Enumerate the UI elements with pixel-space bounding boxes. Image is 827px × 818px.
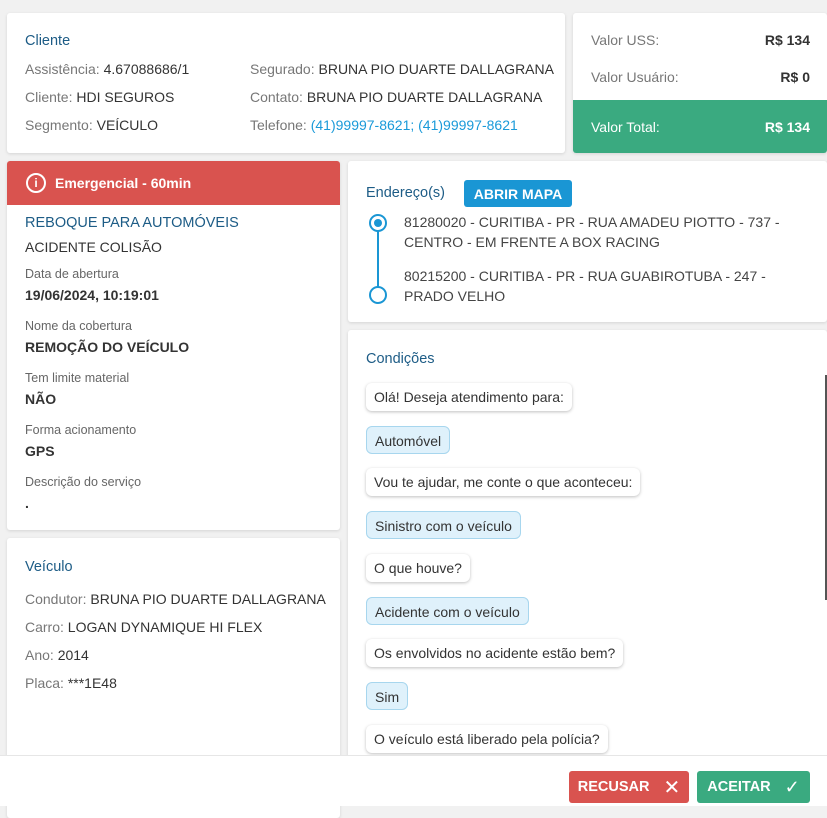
cliente-title: Cliente xyxy=(25,33,71,49)
aceitar-button[interactable]: ACEITAR ✓ xyxy=(697,771,810,803)
servico-tipo: REBOQUE PARA AUTOMÓVEIS xyxy=(25,215,239,231)
telefone-link[interactable]: (41)99997-8621; (41)99997-8621 xyxy=(310,117,518,133)
route-line xyxy=(377,223,379,293)
ano: Ano: 2014 xyxy=(25,647,89,663)
field-label: Nome da cobertura xyxy=(25,319,133,333)
field-value: NÃO xyxy=(25,391,57,407)
valor-usuario: R$ 0 xyxy=(780,69,810,85)
bot-message: Olá! Deseja atendimento para: xyxy=(366,383,572,411)
servico-motivo: ACIDENTE COLISÃO xyxy=(25,239,162,255)
recusar-button[interactable]: RECUSAR ✕ xyxy=(569,771,689,803)
segurado: Segurado: BRUNA PIO DUARTE DALLAGRANA xyxy=(250,61,554,77)
valor-usuario-label: Valor Usuário: xyxy=(591,69,679,85)
user-reply: Sinistro com o veículo xyxy=(366,511,521,540)
field-value: GPS xyxy=(25,443,55,459)
field-value: REMOÇÃO DO VEÍCULO xyxy=(25,339,190,355)
scrollbar[interactable] xyxy=(825,375,827,600)
condicoes-title: Condições xyxy=(366,351,435,367)
user-reply: Automóvel xyxy=(366,425,451,454)
telefone: Telefone: (41)99997-8621; (41)99997-8621 xyxy=(250,117,518,133)
check-icon: ✓ xyxy=(784,776,800,797)
field-label: Tem limite material xyxy=(25,371,130,385)
servico-card: i Emergencial - 60min REBOQUE PARA AUTOM… xyxy=(7,161,340,530)
endereco-destino: 80215200 - CURITIBA - PR - RUA GUABIROTU… xyxy=(404,268,766,304)
condutor: Condutor: BRUNA PIO DUARTE DALLAGRANA xyxy=(25,591,326,607)
valor-uss-label: Valor USS: xyxy=(591,32,660,48)
valor-total-label: Valor Total: xyxy=(591,119,660,135)
emergencia-badge: i Emergencial - 60min xyxy=(7,161,340,205)
bot-message: Vou te ajudar, me conte o que aconteceu: xyxy=(366,468,641,497)
destination-marker-icon xyxy=(369,286,387,304)
assistencia: Assistência: 4.67088686/1 xyxy=(25,61,190,77)
field-value: 19/06/2024, 10:19:01 xyxy=(25,287,159,303)
cliente-nome: Cliente: HDI SEGUROS xyxy=(25,89,175,105)
footer: RECUSAR ✕ ACEITAR ✓ xyxy=(0,755,827,806)
veiculo-title: Veículo xyxy=(25,559,73,575)
bot-message: O veículo está liberado pela polícia? xyxy=(366,724,608,753)
info-icon: i xyxy=(26,173,46,193)
valor-total: R$ 134 xyxy=(764,119,810,135)
field-label: Data de abertura xyxy=(25,267,119,281)
valor-total-row: Valor Total: R$ 134 xyxy=(573,100,827,153)
user-reply: Sim xyxy=(366,681,409,710)
placa: Placa: ***1E48 xyxy=(25,675,117,691)
cliente-card: Cliente Assistência: 4.67088686/1 Client… xyxy=(7,13,565,153)
valores-card: Valor USS: R$ 134 Valor Usuário: R$ 0 Va… xyxy=(573,13,827,153)
enderecos-card: Endereço(s) ABRIR MAPA 81280020 - CURITI… xyxy=(348,161,827,322)
valor-uss: R$ 134 xyxy=(764,32,810,48)
field-label: Forma acionamento xyxy=(25,423,137,437)
endereco-origem: 81280020 - CURITIBA - PR - RUA AMADEU PI… xyxy=(404,214,780,250)
abrir-mapa-button[interactable]: ABRIR MAPA xyxy=(464,180,572,207)
contato: Contato: BRUNA PIO DUARTE DALLAGRANA xyxy=(250,89,543,105)
close-icon: ✕ xyxy=(663,776,681,799)
field-label: Descrição do serviço xyxy=(25,475,142,489)
field-value: . xyxy=(25,495,29,511)
bot-message: Os envolvidos no acidente estão bem? xyxy=(366,639,624,668)
condicoes-card: Condições Olá! Deseja atendimento para: A… xyxy=(348,330,827,770)
enderecos-title: Endereço(s) xyxy=(366,185,445,201)
segmento: Segmento: VEÍCULO xyxy=(25,117,159,133)
user-reply: Acidente com o veículo xyxy=(366,596,529,625)
carro: Carro: LOGAN DYNAMIQUE HI FLEX xyxy=(25,619,263,635)
bot-message: O que houve? xyxy=(366,553,470,582)
origin-marker-icon xyxy=(369,214,387,232)
